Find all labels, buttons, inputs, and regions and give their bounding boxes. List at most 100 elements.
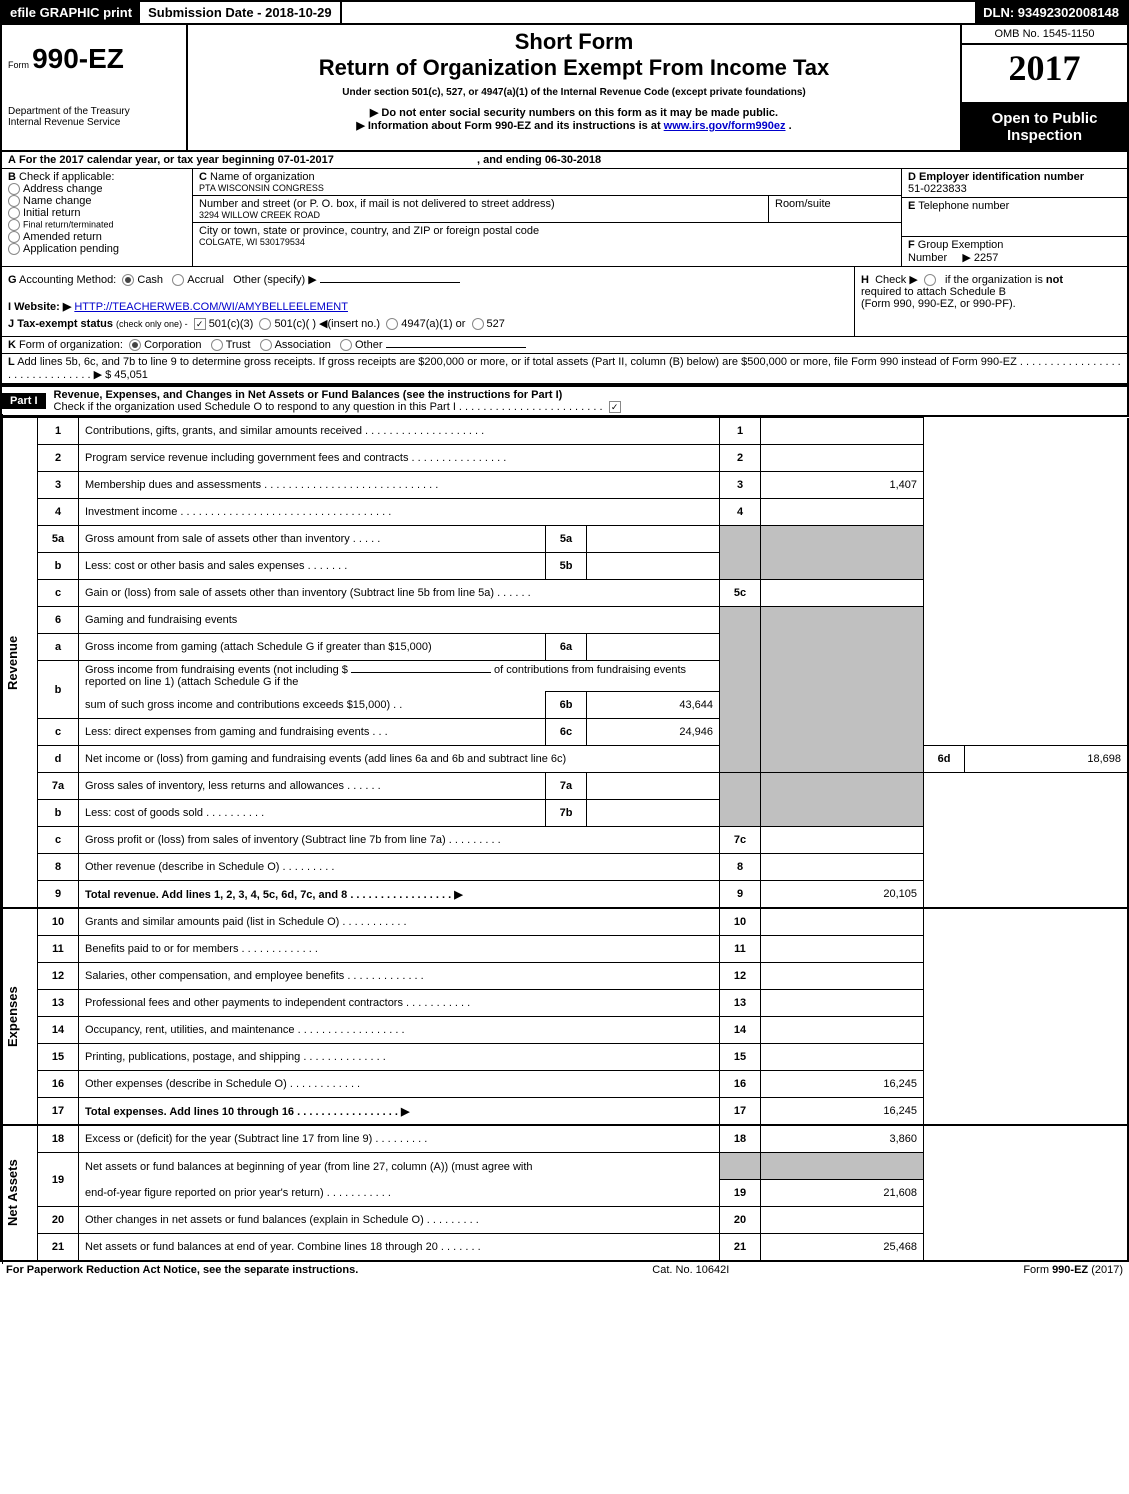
totno-4: 4 bbox=[720, 499, 761, 526]
radio-trust-icon[interactable] bbox=[211, 339, 223, 351]
revenue-label-cell: Revenue bbox=[1, 418, 38, 909]
dept-box: Department of the Treasury Internal Reve… bbox=[2, 102, 188, 150]
revenue-vert-label: Revenue bbox=[2, 414, 22, 911]
other-specify-field[interactable] bbox=[320, 282, 460, 283]
desc-1: Contributions, gifts, grants, and simila… bbox=[79, 418, 720, 445]
dept-line2: Internal Revenue Service bbox=[8, 117, 180, 128]
topbar-spacer bbox=[342, 2, 976, 23]
city-label: City or town, state or province, country… bbox=[199, 225, 895, 237]
city-box: City or town, state or province, country… bbox=[193, 223, 901, 249]
lineno-4: 4 bbox=[38, 499, 79, 526]
lineno-11: 11 bbox=[38, 936, 79, 963]
totno-19: 19 bbox=[720, 1180, 761, 1207]
row-16: 16 Other expenses (describe in Schedule … bbox=[1, 1071, 1128, 1098]
check-application-pending[interactable]: Application pending bbox=[8, 243, 186, 255]
footer-row: For Paperwork Reduction Act Notice, see … bbox=[0, 1262, 1129, 1278]
totval-10 bbox=[761, 908, 924, 936]
check-amended-return[interactable]: Amended return bbox=[8, 231, 186, 243]
totval-12 bbox=[761, 963, 924, 990]
lineno-6: 6 bbox=[38, 607, 79, 634]
part-i-checkbox-icon[interactable] bbox=[609, 401, 621, 413]
lineno-7b: b bbox=[38, 800, 79, 827]
section-k: K Form of organization: Corporation Trus… bbox=[0, 337, 1129, 354]
radio-4947-icon[interactable] bbox=[386, 318, 398, 330]
radio-korther-icon[interactable] bbox=[340, 339, 352, 351]
totno-6d: 6d bbox=[924, 746, 965, 773]
desc-17: Total expenses. Add lines 10 through 16 … bbox=[79, 1098, 720, 1126]
section-j: J Tax-exempt status (check only one) - 5… bbox=[8, 317, 848, 330]
check-initial-return[interactable]: Initial return bbox=[8, 207, 186, 219]
check-final-return[interactable]: Final return/terminated bbox=[8, 219, 186, 231]
section-h: H Check ▶ if the organization is not req… bbox=[854, 267, 1127, 336]
radio-icon bbox=[8, 195, 20, 207]
row-2: 2 Program service revenue including gove… bbox=[1, 445, 1128, 472]
radio-icon bbox=[8, 219, 20, 231]
section-f-number-row: Number ▶ 2257 bbox=[908, 251, 1121, 264]
totval-13 bbox=[761, 990, 924, 1017]
label-a: A bbox=[8, 154, 16, 166]
radio-cash-icon[interactable] bbox=[122, 274, 134, 286]
section-i-title: Website: ▶ bbox=[14, 301, 71, 313]
check-name-change[interactable]: Name change bbox=[8, 195, 186, 207]
footer-form-no: 990-EZ bbox=[1052, 1264, 1088, 1276]
desc-6b-2: sum of such gross income and contributio… bbox=[79, 692, 546, 719]
fundraising-amount-field[interactable] bbox=[351, 672, 491, 673]
totval-8 bbox=[761, 854, 924, 881]
part-i-check-text: Check if the organization used Schedule … bbox=[54, 401, 603, 413]
radio-527-icon[interactable] bbox=[472, 318, 484, 330]
section-e-title: Telephone number bbox=[918, 200, 1009, 212]
opt-amended-return: Amended return bbox=[23, 231, 102, 243]
subval-6c: 24,946 bbox=[587, 719, 720, 746]
radio-accrual-icon[interactable] bbox=[172, 274, 184, 286]
submission-date: Submission Date - 2018-10-29 bbox=[140, 2, 342, 23]
info-instructions: ▶ Information about Form 990-EZ and its … bbox=[192, 119, 956, 132]
opt-501c3: 501(c)(3) bbox=[209, 318, 254, 330]
footer-mid: Cat. No. 10642I bbox=[652, 1264, 729, 1276]
lineno-5b: b bbox=[38, 553, 79, 580]
radio-501c-icon[interactable] bbox=[259, 318, 271, 330]
subno-5b: 5b bbox=[546, 553, 587, 580]
shade-7ab-val bbox=[761, 773, 924, 827]
lineno-7c: c bbox=[38, 827, 79, 854]
row-19-1: 19 Net assets or fund balances at beginn… bbox=[1, 1153, 1128, 1180]
net-assets-vert-label: Net Assets bbox=[2, 1122, 22, 1264]
info-suffix: . bbox=[789, 120, 792, 132]
desc-18: Excess or (deficit) for the year (Subtra… bbox=[79, 1125, 720, 1153]
label-g: G bbox=[8, 274, 17, 286]
room-suite-box: Room/suite bbox=[769, 196, 901, 222]
desc-21: Net assets or fund balances at end of ye… bbox=[79, 1234, 720, 1262]
check-501c3-icon[interactable] bbox=[194, 318, 206, 330]
shade-5ab bbox=[720, 526, 761, 580]
form-prefix: Form bbox=[8, 60, 29, 70]
row-5c: c Gain or (loss) from sale of assets oth… bbox=[1, 580, 1128, 607]
net-assets-label-cell: Net Assets bbox=[1, 1125, 38, 1261]
website-link[interactable]: HTTP://TEACHERWEB.COM/WI/AMYBELLEELEMENT bbox=[74, 301, 348, 313]
dln: DLN: 93492302008148 bbox=[975, 2, 1127, 23]
org-name-label: Name of organization bbox=[210, 171, 315, 183]
opt-final-return: Final return/terminated bbox=[23, 220, 114, 230]
radio-assoc-icon[interactable] bbox=[260, 339, 272, 351]
desc-6b-prefix: Gross income from fundraising events (no… bbox=[85, 664, 351, 676]
radio-corp-icon[interactable] bbox=[129, 339, 141, 351]
begin-date: 07-01-2017 bbox=[278, 154, 334, 166]
lineno-7a: 7a bbox=[38, 773, 79, 800]
radio-h-icon[interactable] bbox=[924, 274, 936, 286]
form990ez-link[interactable]: www.irs.gov/form990ez bbox=[664, 120, 786, 132]
desc-6d: Net income or (loss) from gaming and fun… bbox=[79, 746, 720, 773]
section-l: L Add lines 5b, 6c, and 7b to line 9 to … bbox=[0, 354, 1129, 385]
k-other-field[interactable] bbox=[386, 347, 526, 348]
row-5a: 5a Gross amount from sale of assets othe… bbox=[1, 526, 1128, 553]
desc-6c: Less: direct expenses from gaming and fu… bbox=[79, 719, 546, 746]
row-6b-2: sum of such gross income and contributio… bbox=[1, 692, 1128, 719]
desc-2: Program service revenue including govern… bbox=[79, 445, 720, 472]
section-g-title: Accounting Method: bbox=[19, 274, 116, 286]
lineno-19: 19 bbox=[38, 1153, 79, 1207]
lineno-15: 15 bbox=[38, 1044, 79, 1071]
shade-6-val bbox=[761, 607, 924, 773]
check-address-change[interactable]: Address change bbox=[8, 183, 186, 195]
label-b: B bbox=[8, 171, 16, 183]
row-18: Net Assets 18 Excess or (deficit) for th… bbox=[1, 1125, 1128, 1153]
part-i-label: Part I bbox=[2, 393, 46, 409]
opt-cash: Cash bbox=[137, 274, 163, 286]
part-i-title-box: Revenue, Expenses, and Changes in Net As… bbox=[46, 387, 1127, 415]
